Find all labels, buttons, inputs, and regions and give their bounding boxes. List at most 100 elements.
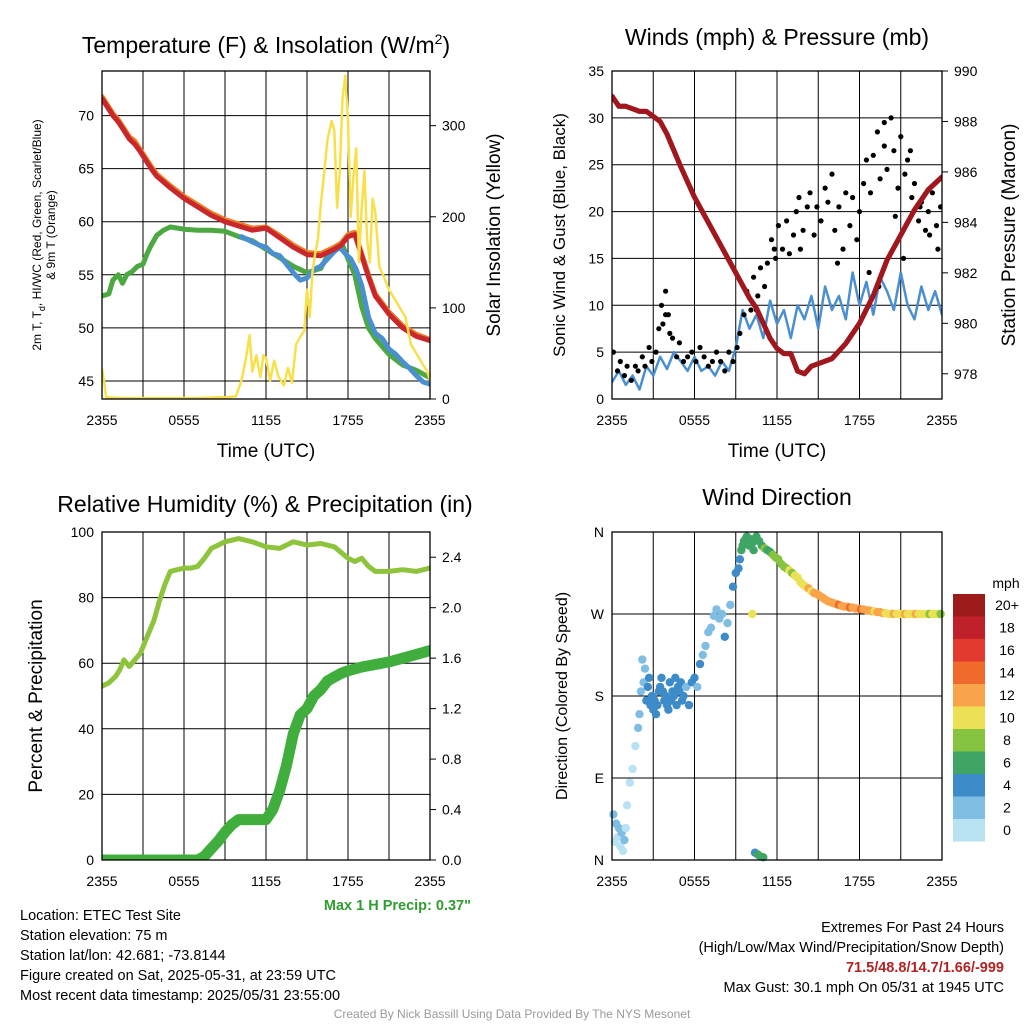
rh-y2-tick-label: 1.2: [442, 701, 462, 717]
temp-title-superscript: 2: [435, 31, 443, 47]
temp-y-axis-label-line2: & 9m T (Orange): [44, 190, 58, 280]
wind-gust-point: [911, 180, 918, 187]
direction-point: [653, 700, 662, 710]
temp-y2-tick-label: 100: [442, 300, 466, 316]
wind-gust-point: [797, 246, 804, 252]
direction-point: [633, 723, 643, 733]
rh-x-tick-label: 1155: [251, 873, 281, 889]
rh-x-tick-label: 2355: [414, 873, 445, 889]
wind-y-tick-label: 0: [596, 391, 604, 407]
speed-legend-label: 10: [999, 710, 1015, 726]
wind-gust-point: [771, 246, 777, 252]
rh-y-axis-label: Percent & Precipitation: [26, 599, 47, 792]
wind-gust-point: [892, 213, 898, 219]
wind-gust-point: [669, 335, 676, 341]
temp-title-main: Temperature (F) & Insolation (W/m: [82, 32, 435, 58]
temp-x-tick-label: 1155: [251, 412, 281, 428]
speed-legend-label: 18: [999, 620, 1015, 636]
direction-x-tick-label: 2355: [926, 873, 957, 889]
speed-legend-label: 14: [999, 665, 1015, 681]
direction-point: [723, 618, 732, 628]
direction-x-tick-label: 1155: [762, 873, 792, 889]
direction-point: [638, 655, 647, 664]
temp-y-tick-label: 70: [78, 108, 94, 124]
wind-series-group: [612, 93, 942, 391]
direction-point: [679, 691, 688, 701]
temp-y-tick-label: 45: [78, 373, 94, 389]
direction-point: [618, 846, 628, 856]
direction-point: [609, 810, 618, 819]
direction-point: [693, 682, 702, 692]
wind-x-tick-label: 2355: [596, 412, 627, 428]
wind-gust-point: [922, 227, 929, 233]
wind-gust-point: [768, 237, 775, 243]
wind-gust-point: [779, 246, 786, 252]
extremes-title: Extremes For Past 24 Hours: [821, 920, 1004, 936]
rh-y-tick-label: 20: [78, 786, 94, 802]
speed-legend-swatch: [953, 751, 985, 774]
wind-y-tick-label: 20: [588, 204, 604, 220]
wind-gust-point: [840, 246, 846, 252]
wind-gust-point: [764, 260, 771, 266]
station-info: Location: ETEC Test Site Station elevati…: [20, 906, 340, 1006]
wind-gust-point: [863, 157, 870, 163]
rh-y2-tick-label: 0.8: [442, 751, 462, 767]
temp-x-tick-label: 1755: [332, 412, 363, 428]
wind-gust-point: [933, 223, 940, 229]
wind-gust-point: [653, 349, 659, 355]
direction-y-tick-label: S: [595, 688, 604, 704]
wind-y-tick-label: 25: [588, 157, 604, 173]
temp-x-tick-label: 2355: [86, 412, 117, 428]
wind-y2-tick-label: 990: [954, 63, 978, 79]
temp-y-tick-label: 65: [78, 161, 94, 177]
wind-y2-tick-label: 984: [954, 214, 978, 230]
max-precip-annotation: Max 1 H Precip: 0.37": [324, 898, 471, 914]
rh-y2-tick-label: 2.0: [442, 600, 462, 616]
wind-gust-point: [895, 185, 901, 191]
wind-gust-point: [796, 194, 802, 201]
direction-point: [636, 687, 646, 696]
rh-series-group: [102, 536, 430, 860]
wind-gust-point: [790, 232, 797, 238]
direction-point: [728, 582, 738, 591]
wind-gust-point: [881, 143, 887, 149]
rh-x-tick-label: 2355: [86, 873, 117, 889]
speed-legend-label: 6: [1003, 755, 1011, 771]
wind-x-tick-label: 0555: [679, 412, 710, 428]
wind-gust-point: [663, 288, 669, 294]
wind-y2-tick-label: 980: [954, 315, 978, 331]
speed-legend-label: 16: [999, 642, 1015, 658]
direction-point: [734, 564, 743, 573]
wind-gust-point: [804, 204, 810, 210]
wind-series-line-pressure-top: [612, 94, 942, 377]
wind-gust-point: [693, 358, 699, 365]
direction-point: [664, 705, 673, 714]
temp-x-tick-label: 2355: [414, 412, 445, 428]
wind-gust-point: [814, 204, 820, 210]
rh-y2-tick-label: 1.6: [442, 650, 462, 666]
speed-legend-label: 0: [1003, 822, 1011, 838]
wind-gust-point: [811, 232, 817, 238]
wind-y-tick-label: 10: [588, 297, 604, 313]
wind-y2-tick-label: 978: [954, 366, 978, 382]
wind-gust-point: [726, 349, 732, 355]
wind-gust-point: [632, 363, 639, 369]
direction-point: [631, 741, 640, 751]
temp-series-line-red: [102, 96, 430, 344]
direction-point: [622, 801, 632, 810]
wind-chart-title: Winds (mph) & Pressure (mb): [625, 24, 929, 50]
wind-gust-point: [907, 148, 914, 154]
wind-gust-point: [867, 190, 874, 196]
wind-gust-point: [884, 166, 890, 172]
wind-y2-tick-label: 986: [954, 164, 978, 180]
wind-gust-point: [866, 269, 872, 276]
rh-y2-tick-label: 0.0: [442, 852, 462, 868]
wind-gust-point: [680, 358, 687, 365]
wind-x-tick-label: 1755: [844, 412, 875, 428]
temp-y-tick-label: 55: [78, 267, 94, 283]
speed-legend-label: 2: [1003, 800, 1011, 816]
wind-x-axis-label: Time (UTC): [728, 441, 827, 462]
direction-point: [661, 691, 670, 701]
direction-point: [706, 623, 716, 632]
speed-legend-label: 4: [1003, 777, 1011, 793]
